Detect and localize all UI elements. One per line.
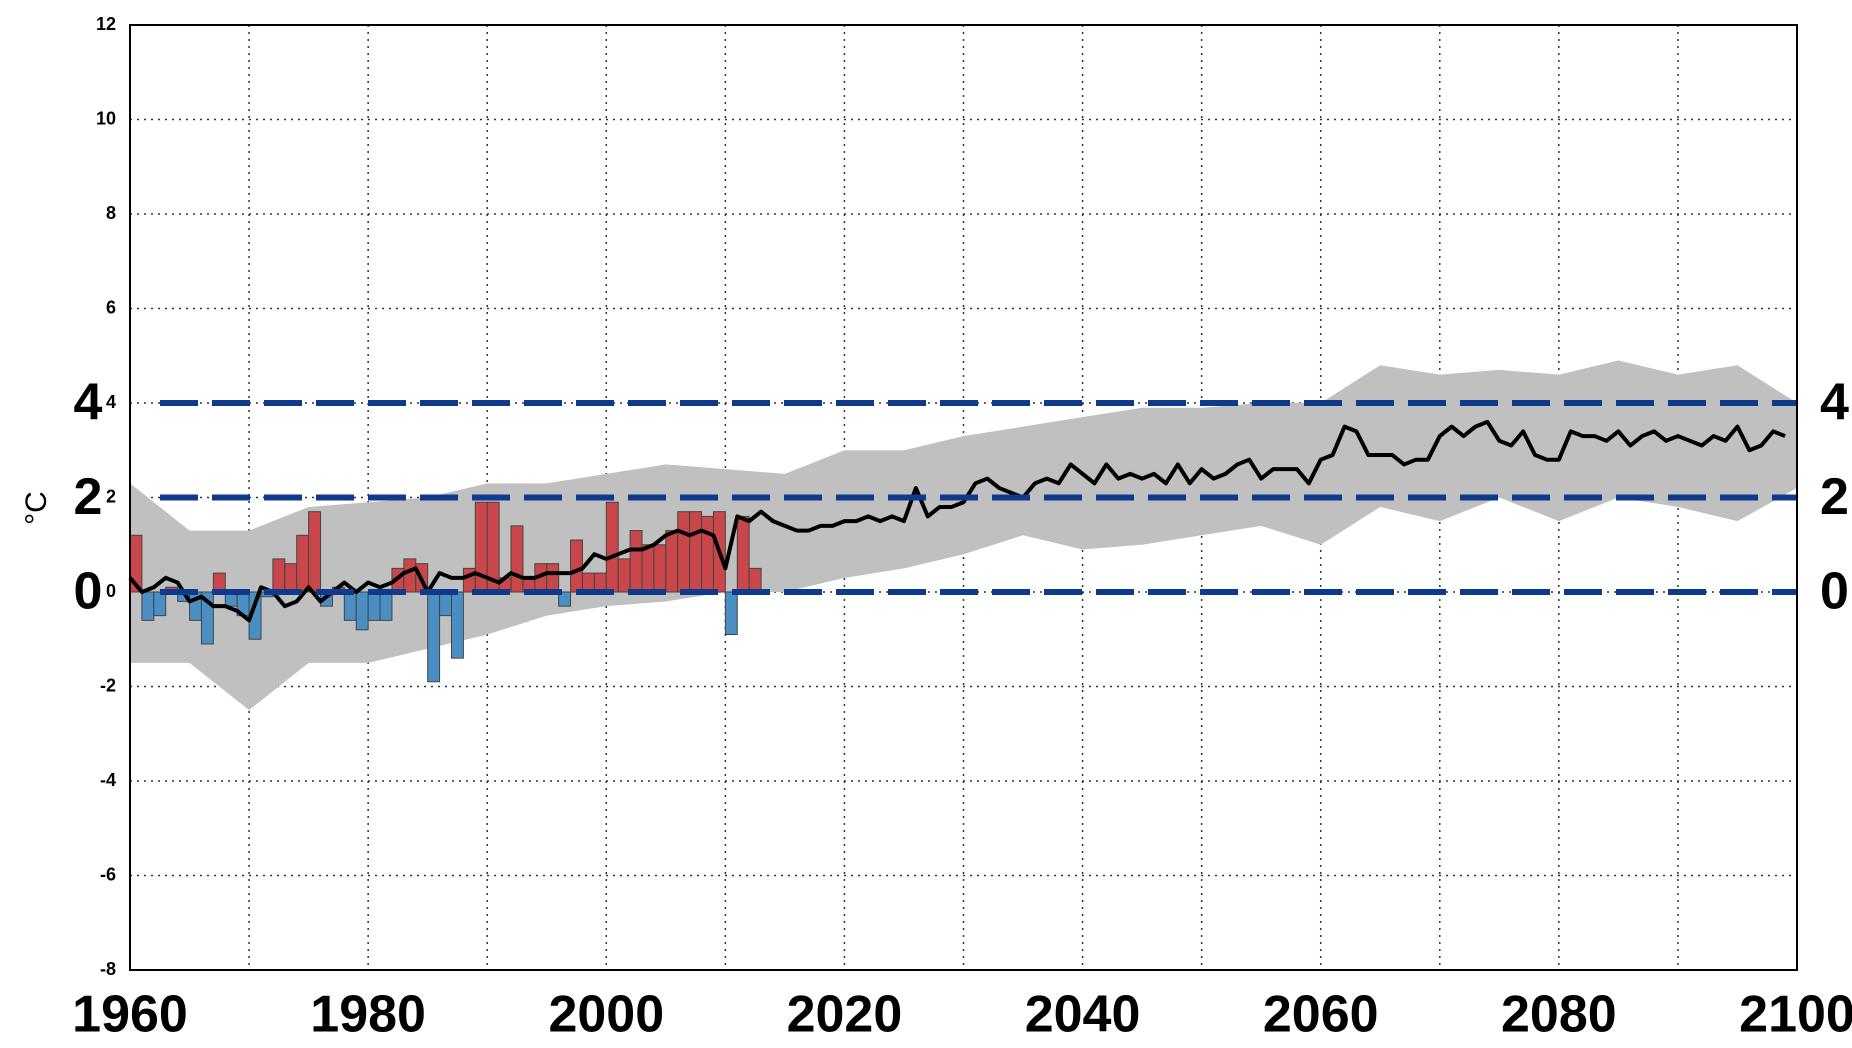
bar: [439, 591, 452, 617]
y-tick-label: 8: [106, 203, 116, 223]
bar: [367, 591, 381, 621]
x-tick-label: 1960: [72, 986, 188, 1044]
y-tick-label: 0: [106, 581, 116, 601]
bar: [379, 591, 393, 621]
reference-label: 4: [1820, 374, 1849, 432]
bar: [427, 591, 441, 683]
model-mean-line: [128, 419, 1786, 623]
x-tick-label: 2080: [1501, 986, 1617, 1044]
x-tick-label: 2100: [1739, 986, 1852, 1044]
bar: [153, 591, 167, 617]
y-tick-label: -8: [100, 959, 116, 979]
x-tick-label: 1980: [310, 986, 426, 1044]
bar: [570, 539, 583, 593]
bar: [748, 567, 762, 593]
bar: [200, 591, 214, 645]
bar: [665, 530, 679, 593]
model-range: [130, 360, 1797, 711]
y-tick-label: 4: [106, 392, 116, 412]
y-axis-label: °C: [20, 491, 53, 525]
bar: [141, 591, 155, 621]
y-tick-label: -4: [100, 770, 116, 790]
reference-label: 0: [74, 563, 103, 621]
bar: [355, 591, 369, 631]
reference-label: 2: [1820, 468, 1849, 526]
plot-frame: [129, 24, 1798, 971]
bar: [546, 563, 560, 593]
x-tick-label: 2060: [1263, 986, 1379, 1044]
reference-label: 2: [74, 468, 103, 526]
bar: [653, 544, 667, 593]
bar: [558, 591, 572, 607]
bar: [736, 515, 750, 593]
bar: [605, 501, 619, 593]
y-tick-label: 12: [96, 14, 116, 34]
bar: [343, 591, 357, 621]
reference-label: 0: [1820, 563, 1849, 621]
bar: [308, 511, 322, 593]
bar: [641, 544, 655, 593]
y-tick-label: 10: [96, 108, 116, 128]
y-tick-label: -6: [100, 864, 116, 884]
bar: [724, 591, 738, 636]
reference-label: 4: [74, 374, 103, 432]
bar: [617, 558, 631, 593]
y-tick-label: -2: [100, 675, 116, 695]
x-tick-label: 2000: [548, 986, 664, 1044]
y-tick-label: 6: [106, 297, 116, 317]
bar: [272, 558, 286, 593]
x-tick-label: 2040: [1025, 986, 1141, 1044]
bar: [450, 591, 464, 659]
bar: [403, 558, 417, 593]
bar: [701, 515, 714, 593]
bar: [296, 534, 310, 593]
y-tick-label: 2: [106, 486, 116, 506]
bar: [510, 525, 524, 593]
bar: [689, 511, 703, 593]
bar: [677, 511, 691, 593]
bar: [629, 530, 643, 593]
x-tick-label: 2020: [787, 986, 903, 1044]
bar: [284, 563, 298, 593]
